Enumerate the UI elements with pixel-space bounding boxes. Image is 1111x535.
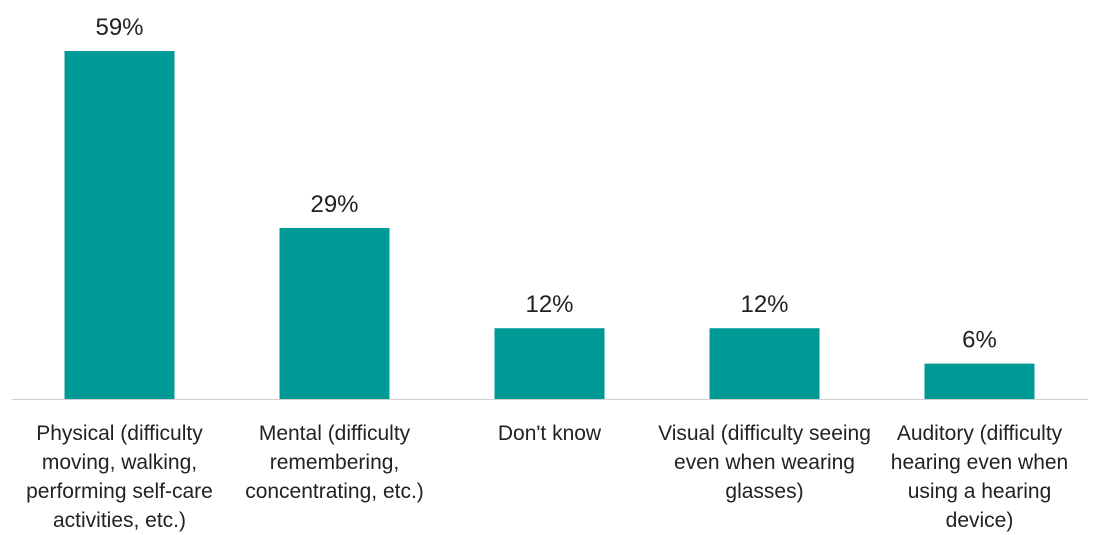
data-label-2: 12%: [525, 291, 573, 318]
category-label-4: Auditory (difficulty hearing even when u…: [890, 422, 1069, 532]
data-label-1: 29%: [310, 191, 358, 218]
data-label-3: 12%: [740, 291, 788, 318]
category-label-3: Visual (difficulty seeing even when wear…: [658, 422, 871, 503]
category-label-2: Don't know: [497, 422, 602, 445]
category-label-0: Physical (difficulty moving, walking, pe…: [26, 422, 213, 532]
bar-3: [709, 328, 820, 399]
bar-2: [494, 328, 605, 399]
bar-1: [279, 227, 390, 399]
data-label-4: 6%: [962, 327, 997, 354]
bar-4: [924, 363, 1035, 399]
data-label-0: 59%: [95, 14, 143, 41]
category-label-1: Mental (difficulty remembering, concentr…: [245, 422, 424, 503]
bar-0: [64, 51, 175, 399]
